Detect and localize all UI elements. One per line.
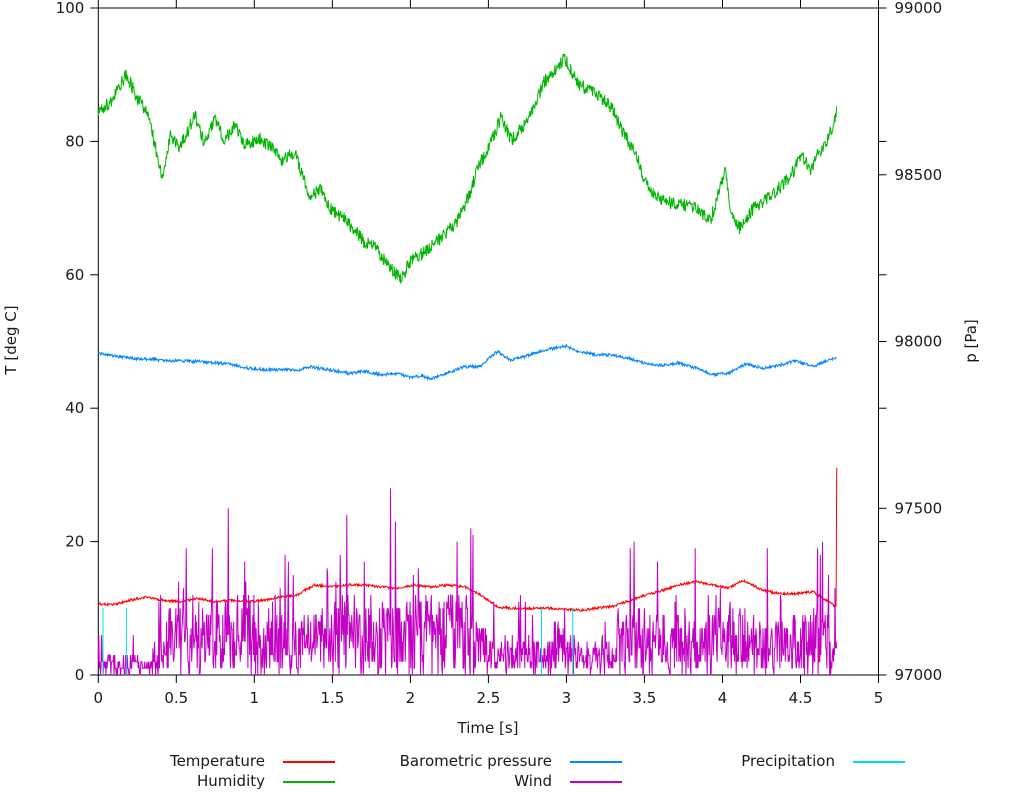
barometric-pressure-series-line [97,343,837,382]
right-axis-title: p [Pa] [962,319,980,363]
humidity-series-line [97,53,838,285]
legend-label-barometric-pressure: Barometric pressure [399,752,552,770]
x-tick-label: 5 [874,689,884,707]
legend-line-temperature [283,761,335,763]
legend-line-precipitation [853,761,905,763]
y2-tick-label: 98000 [895,333,943,351]
x-tick-label: 4.5 [789,689,813,707]
x-tick-label: 1.5 [320,689,344,707]
y-tick-label: 80 [65,132,84,150]
legend-label-precipitation: Precipitation [741,752,835,770]
legend-line-humidity [283,781,335,783]
legend-label-humidity: Humidity [196,772,265,790]
legend-label-wind: Wind [514,772,552,790]
x-tick-label: 4 [718,689,728,707]
x-tick-label: 2 [406,689,416,707]
left-axis-title: T [deg C] [2,305,20,375]
x-tick-label: 3 [562,689,572,707]
y-tick-label: 0 [75,666,85,684]
x-tick-label: 0 [94,689,104,707]
y-tick-label: 40 [65,399,84,417]
legend-line-wind [570,781,622,783]
y2-tick-label: 99000 [895,0,943,17]
y-tick-label: 20 [65,533,84,551]
x-tick-label: 2.5 [476,689,500,707]
plot-border [97,7,880,676]
precipitation-series-line [102,608,574,675]
y2-tick-label: 97000 [895,666,943,684]
legend-label-temperature: Temperature [169,752,265,770]
y-tick-label: 60 [65,266,84,284]
wind-series-line [97,488,838,676]
x-tick-label: 3.5 [632,689,656,707]
y2-tick-label: 98500 [895,166,943,184]
x-tick-label: 1 [250,689,260,707]
y2-tick-label: 97500 [895,499,943,517]
x-axis-title: Time [s] [457,719,519,737]
x-tick-label: 0.5 [164,689,188,707]
legend-line-barometric-pressure [570,761,622,763]
temperature-series-line [97,467,838,613]
y-tick-label: 100 [56,0,85,17]
